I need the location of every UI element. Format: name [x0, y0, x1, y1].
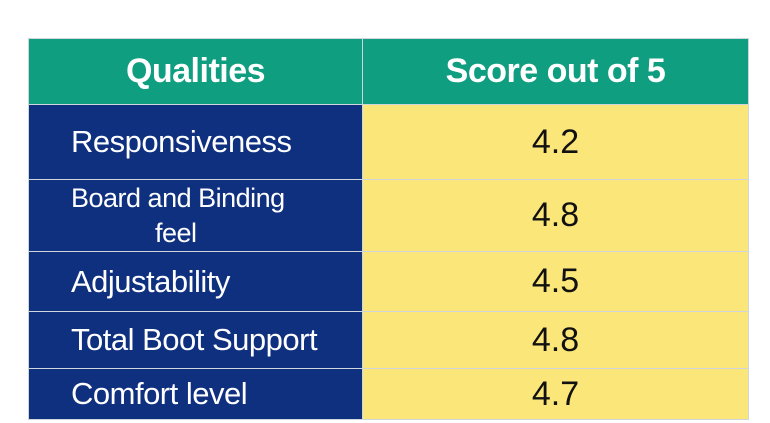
table-row: Board and Binding feel 4.8	[28, 179, 749, 252]
quality-cell: Total Boot Support	[28, 311, 363, 369]
score-cell: 4.8	[362, 179, 749, 252]
table-row: Total Boot Support 4.8	[28, 311, 749, 369]
table-row: Comfort level 4.7	[28, 368, 749, 420]
quality-cell: Comfort level	[28, 368, 363, 420]
score-cell: 4.8	[362, 311, 749, 369]
score-cell: 4.5	[362, 251, 749, 312]
table-row: Adjustability 4.5	[28, 251, 749, 312]
score-cell: 4.7	[362, 368, 749, 420]
header-qualities: Qualities	[28, 38, 363, 105]
score-table: Qualities Score out of 5 Responsiveness …	[28, 38, 749, 420]
table-body: Responsiveness 4.2 Board and Binding fee…	[28, 104, 749, 420]
header-row: Qualities Score out of 5	[28, 38, 749, 105]
quality-cell-line-1: Board and Binding	[71, 182, 285, 213]
header-score: Score out of 5	[362, 38, 749, 105]
quality-cell: Responsiveness	[28, 104, 363, 180]
quality-cell: Board and Binding feel	[28, 179, 363, 252]
quality-cell-line-2: feel	[155, 217, 197, 248]
quality-cell: Adjustability	[28, 251, 363, 312]
table-row: Responsiveness 4.2	[28, 104, 749, 180]
score-cell: 4.2	[362, 104, 749, 180]
table-header: Qualities Score out of 5	[28, 38, 749, 105]
